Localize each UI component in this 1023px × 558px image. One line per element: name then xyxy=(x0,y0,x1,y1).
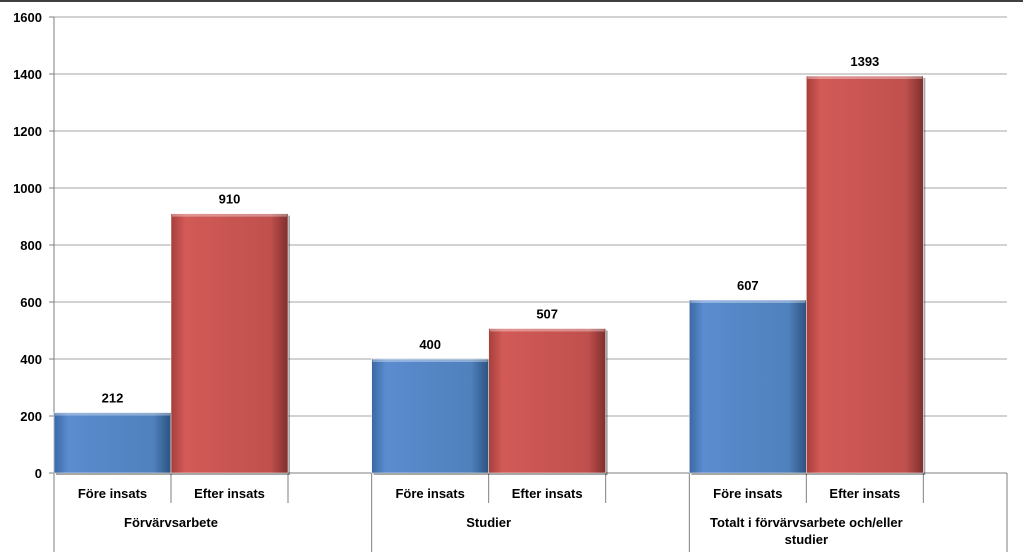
y-tick-label: 1400 xyxy=(13,67,42,82)
y-tick-label: 600 xyxy=(20,295,42,310)
bar xyxy=(53,412,172,474)
group-label: Totalt i förvärvsarbete och/eller xyxy=(710,515,903,530)
x-tick-label: Efter insats xyxy=(829,486,900,501)
data-label: 1393 xyxy=(850,54,879,69)
group-label: studier xyxy=(785,532,828,547)
x-tick-label: Före insats xyxy=(713,486,782,501)
bar-highlight xyxy=(372,359,488,362)
bar-highlight xyxy=(807,75,923,79)
bar-highlight xyxy=(690,300,806,304)
y-tick-label: 400 xyxy=(20,352,42,367)
y-tick-label: 800 xyxy=(20,238,42,253)
y-tick-label: 200 xyxy=(20,409,42,424)
y-tick-label: 1000 xyxy=(13,181,42,196)
labels: 212 Före insats 910 Efter insats Förvärvsarb… xyxy=(78,54,903,547)
bars xyxy=(53,75,926,476)
bar-highlight xyxy=(172,213,287,217)
bar-highlight xyxy=(489,328,605,332)
y-tick-label: 1200 xyxy=(13,124,42,139)
group-label: Förvärvsarbete xyxy=(124,515,218,530)
x-tick-label: Före insats xyxy=(395,486,464,501)
data-label: 910 xyxy=(219,192,241,207)
y-tick-label: 0 xyxy=(35,466,42,481)
x-tick-label: Efter insats xyxy=(512,486,583,501)
group-label: Studier xyxy=(466,515,511,530)
y-tick-label: 1600 xyxy=(13,10,42,25)
data-label: 212 xyxy=(102,391,124,406)
bar xyxy=(371,358,489,474)
bar xyxy=(806,75,924,474)
data-label: 507 xyxy=(536,307,558,322)
bar-highlight xyxy=(55,412,170,416)
data-label: 607 xyxy=(737,278,759,293)
bar xyxy=(689,299,807,474)
bar xyxy=(488,328,606,474)
data-label: 400 xyxy=(419,337,441,352)
bar xyxy=(170,213,289,474)
x-tick-label: Efter insats xyxy=(194,486,265,501)
x-tick-label: Före insats xyxy=(78,486,147,501)
